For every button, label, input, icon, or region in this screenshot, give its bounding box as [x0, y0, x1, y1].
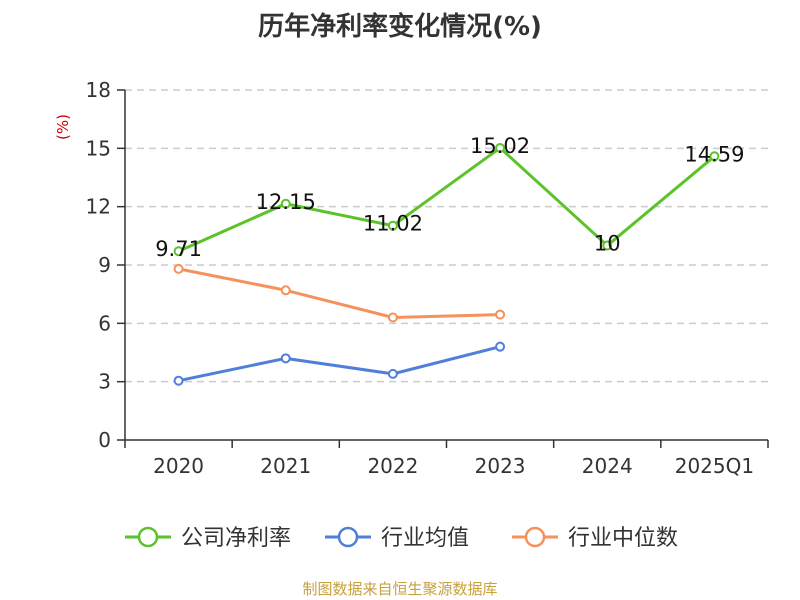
data-point	[280, 198, 291, 209]
data-point	[173, 263, 184, 274]
grid-lines	[125, 89, 768, 383]
data-point	[173, 246, 184, 257]
x-tick-label: 2021	[260, 454, 311, 478]
y-tick-label: 15	[86, 136, 111, 160]
legend-entry: 行业均值	[381, 526, 469, 551]
legend-marker	[337, 526, 359, 548]
data-point	[495, 309, 506, 320]
data-label: 9.71	[155, 237, 202, 261]
x-tick-label: 2022	[367, 454, 418, 478]
legend[interactable]: 公司净利率 行业均值 行业中位数	[125, 526, 678, 551]
data-label: 15.02	[470, 134, 530, 158]
y-tick-label: 6	[98, 311, 111, 335]
data-point	[495, 341, 506, 352]
data-point	[173, 375, 184, 386]
data-label: 14.59	[684, 142, 744, 166]
data-point	[280, 353, 291, 364]
data-labels: 9.71 12.15 11.02 15.02 10 14.59	[155, 134, 744, 261]
y-tick-label: 3	[98, 370, 111, 394]
y-tick-label: 9	[98, 253, 111, 277]
legend-entry: 行业中位数	[568, 526, 678, 551]
data-label: 11.02	[363, 212, 423, 236]
axes: 0 3 6 9 12 15 18 2020 2021 2022 2023 2024 2025Q1	[86, 78, 769, 478]
legend-marker	[137, 526, 159, 548]
x-tick-label: 2023	[475, 454, 526, 478]
data-point	[280, 285, 291, 296]
series-line	[178, 345, 501, 383]
data-point	[709, 151, 720, 162]
chart-title: 历年净利率变化情况(%)	[258, 12, 542, 42]
data-point	[602, 240, 613, 251]
series-lines	[173, 142, 720, 386]
legend-entry: 公司净利率	[181, 526, 291, 551]
data-point	[387, 368, 398, 379]
data-label: 12.15	[256, 190, 316, 214]
x-tick-label: 2020	[153, 454, 204, 478]
y-tick-label: 12	[86, 195, 111, 219]
data-point	[495, 142, 506, 153]
source-note: 制图数据来自恒生聚源数据库	[302, 580, 498, 598]
series-line	[178, 267, 501, 319]
y-tick-label: 0	[98, 428, 111, 452]
data-point	[387, 220, 398, 231]
data-point	[387, 312, 398, 323]
x-tick-label: 2025Q1	[675, 454, 754, 478]
legend-marker	[524, 526, 546, 548]
data-label: 10	[594, 232, 621, 256]
x-tick-label: 2024	[582, 454, 633, 478]
y-axis-label: (%)	[54, 114, 72, 140]
y-tick-label: 18	[86, 78, 111, 102]
series-line	[177, 146, 716, 253]
